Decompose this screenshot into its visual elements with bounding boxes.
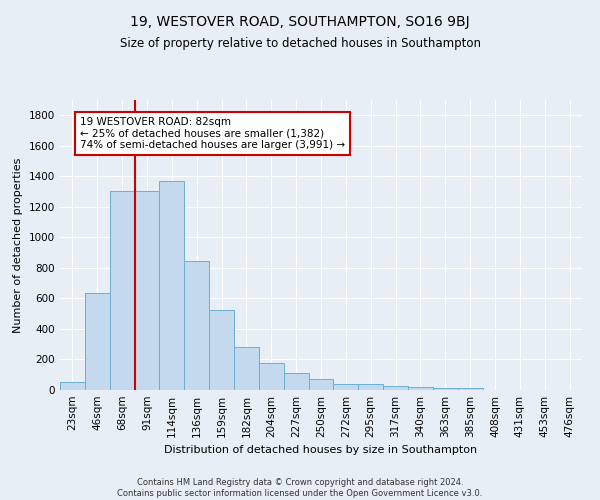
Text: 19, WESTOVER ROAD, SOUTHAMPTON, SO16 9BJ: 19, WESTOVER ROAD, SOUTHAMPTON, SO16 9BJ	[130, 15, 470, 29]
Bar	[134, 191, 160, 390]
Bar	[160, 181, 184, 390]
Text: Size of property relative to detached houses in Southampton: Size of property relative to detached ho…	[119, 38, 481, 51]
Bar	[85, 292, 110, 390]
Bar	[110, 191, 134, 390]
Bar	[60, 382, 85, 390]
Text: 19 WESTOVER ROAD: 82sqm
← 25% of detached houses are smaller (1,382)
74% of semi: 19 WESTOVER ROAD: 82sqm ← 25% of detache…	[80, 117, 345, 150]
Bar	[458, 388, 482, 390]
X-axis label: Distribution of detached houses by size in Southampton: Distribution of detached houses by size …	[164, 446, 478, 456]
Bar	[383, 386, 408, 390]
Bar	[308, 380, 334, 390]
Text: Contains HM Land Registry data © Crown copyright and database right 2024.
Contai: Contains HM Land Registry data © Crown c…	[118, 478, 482, 498]
Bar	[334, 384, 358, 390]
Bar	[433, 388, 458, 390]
Bar	[184, 261, 209, 390]
Y-axis label: Number of detached properties: Number of detached properties	[13, 158, 23, 332]
Bar	[234, 346, 259, 390]
Bar	[284, 373, 308, 390]
Bar	[408, 386, 433, 390]
Bar	[209, 310, 234, 390]
Bar	[259, 364, 284, 390]
Bar	[358, 384, 383, 390]
